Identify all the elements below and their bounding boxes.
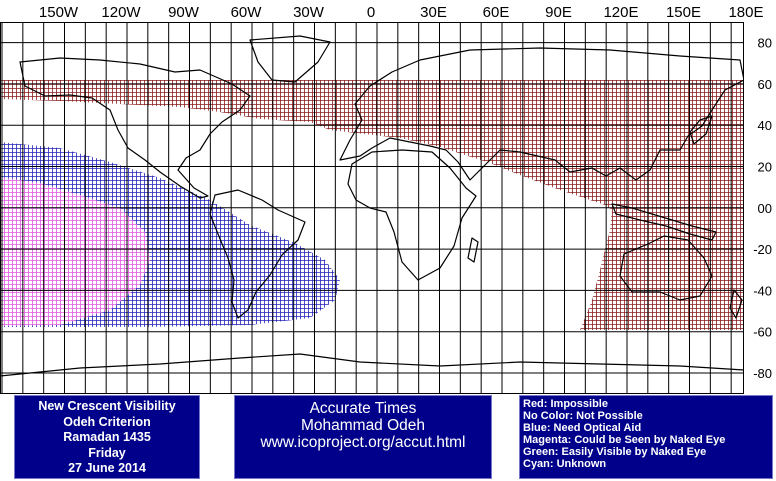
longitude-label: 120E <box>603 4 638 21</box>
longitude-label: 90W <box>168 4 200 21</box>
legend-magenta: Magenta: Could be Seen by Naked Eye <box>523 434 726 446</box>
credits-panel: Accurate Times Mohammad Odeh www.icoproj… <box>234 395 492 479</box>
europe-asia-outline <box>339 47 744 181</box>
indonesia-outline <box>611 203 717 241</box>
credits-title: Accurate Times <box>309 400 417 417</box>
legend-cyan: Cyan: Unknown <box>523 458 607 470</box>
latitude-label: 60 <box>758 77 772 92</box>
map-border <box>0 22 744 394</box>
latitude-label: -60 <box>753 325 772 340</box>
info-weekday: Friday <box>88 445 126 460</box>
longitude-label: 150E <box>666 4 701 21</box>
info-date: 27 June 2014 <box>68 461 146 475</box>
legend-panel: Red: Impossible No Color: Not Possible B… <box>519 395 773 479</box>
longitude-labels: 150W 120W 90W 60W 30W 0 30E 60E 90E 120E 150E 180E <box>39 4 764 21</box>
lat-lon-grid <box>0 22 744 394</box>
legend-green: Green: Easily Visible by Naked Eye <box>523 446 707 458</box>
greenland-outline <box>249 35 331 83</box>
land-outlines <box>0 35 744 377</box>
latitude-label: -40 <box>753 283 772 298</box>
longitude-label: 30W <box>293 4 325 21</box>
north-america-outline <box>19 57 251 199</box>
latitude-labels: 80 60 40 20 00 -20 -40 -60 -80 <box>753 36 772 381</box>
latitude-label: 20 <box>758 160 772 175</box>
africa-outline <box>347 149 477 281</box>
info-month: Ramadan 1435 <box>63 430 151 444</box>
longitude-label: 150W <box>39 4 79 21</box>
latitude-label: -20 <box>753 242 772 257</box>
australia-outline <box>619 235 713 301</box>
legend-red: Red: Impossible <box>523 398 608 410</box>
longitude-label: 30E <box>420 4 447 21</box>
longitude-label: 180E <box>728 4 763 21</box>
latitude-label: -80 <box>753 366 772 381</box>
latitude-label: 00 <box>758 201 772 216</box>
info-panel: New Crescent Visibility Odeh Criterion R… <box>14 395 200 479</box>
info-criterion: Odeh Criterion <box>63 414 151 429</box>
credits-url[interactable]: www.icoproject.org/accut.html <box>260 434 466 451</box>
legend-none: No Color: Not Possible <box>523 410 643 422</box>
naked-eye-zone <box>0 177 150 326</box>
legend-blue: Blue: Need Optical Aid <box>523 422 642 434</box>
longitude-label: 60W <box>231 4 263 21</box>
longitude-label: 60E <box>483 4 510 21</box>
impossible-zone <box>0 80 744 330</box>
info-title: New Crescent Visibility <box>38 399 176 413</box>
latitude-label: 40 <box>758 118 772 133</box>
madagascar-outline <box>467 237 479 263</box>
credits-author: Mohammad Odeh <box>300 417 426 434</box>
latitude-label: 80 <box>758 36 772 51</box>
longitude-label: 90E <box>545 4 572 21</box>
longitude-label: 120W <box>101 4 141 21</box>
longitude-label: 0 <box>367 4 375 21</box>
